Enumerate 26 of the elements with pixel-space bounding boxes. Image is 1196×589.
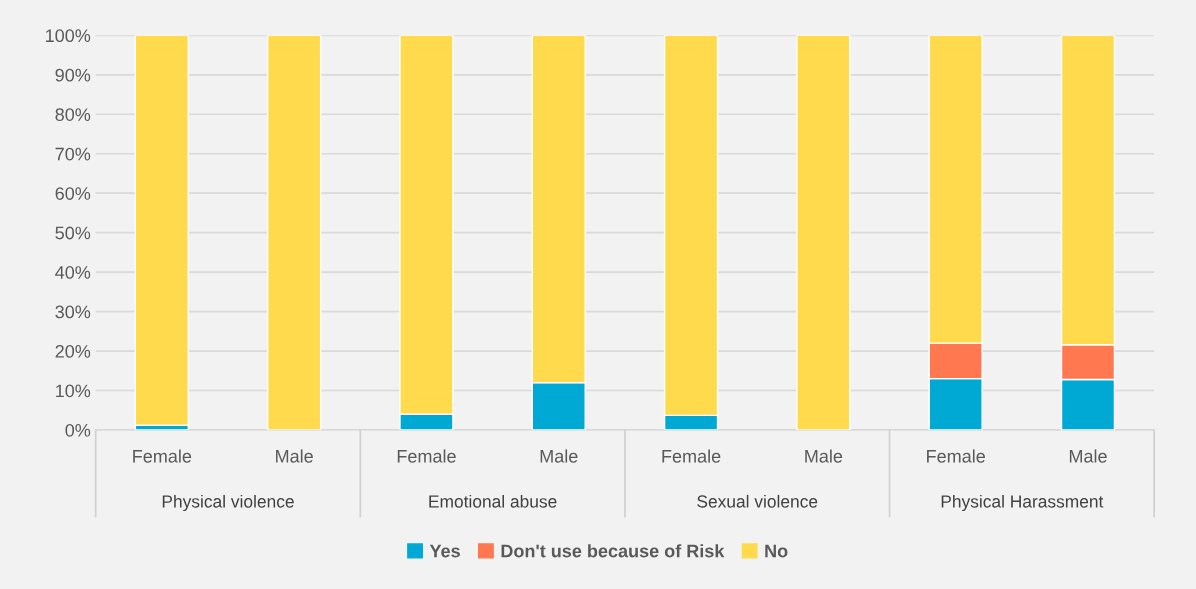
x-tick-label: Female <box>133 449 192 463</box>
y-tick-label: 10% <box>56 384 91 398</box>
y-tick-label: 30% <box>55 305 91 319</box>
text: Physical Harassment <box>941 494 1104 512</box>
x-tick-label: Female <box>927 449 985 463</box>
x-tick-label: Male <box>805 449 843 463</box>
legend-label: No <box>765 544 788 558</box>
legend-label: Yes <box>429 544 460 558</box>
x-tick-label: Male <box>1069 449 1107 463</box>
y-tick-label: 60% <box>55 187 91 200</box>
y-tick-label: 40% <box>55 266 91 279</box>
x-tick-label: Female <box>662 449 721 463</box>
legend-label: Don't use because of Risk <box>501 544 725 558</box>
x-tick-label: Male <box>540 449 578 463</box>
x-tick-label: Male <box>276 449 313 463</box>
text: Physical violence <box>162 494 294 512</box>
text: Sexual violence <box>697 494 818 508</box>
y-tick-label: 70% <box>55 147 91 161</box>
x-tick-label: Female <box>397 449 456 463</box>
y-tick-label: 90% <box>55 68 91 82</box>
y-tick-label: 0% <box>65 423 91 437</box>
y-tick-label: 20% <box>55 344 91 358</box>
y-tick-label: 100% <box>46 29 91 43</box>
text: Emotional abuse <box>429 494 557 508</box>
y-tick-label: 80% <box>55 108 91 121</box>
y-tick-label: 50% <box>55 226 91 240</box>
